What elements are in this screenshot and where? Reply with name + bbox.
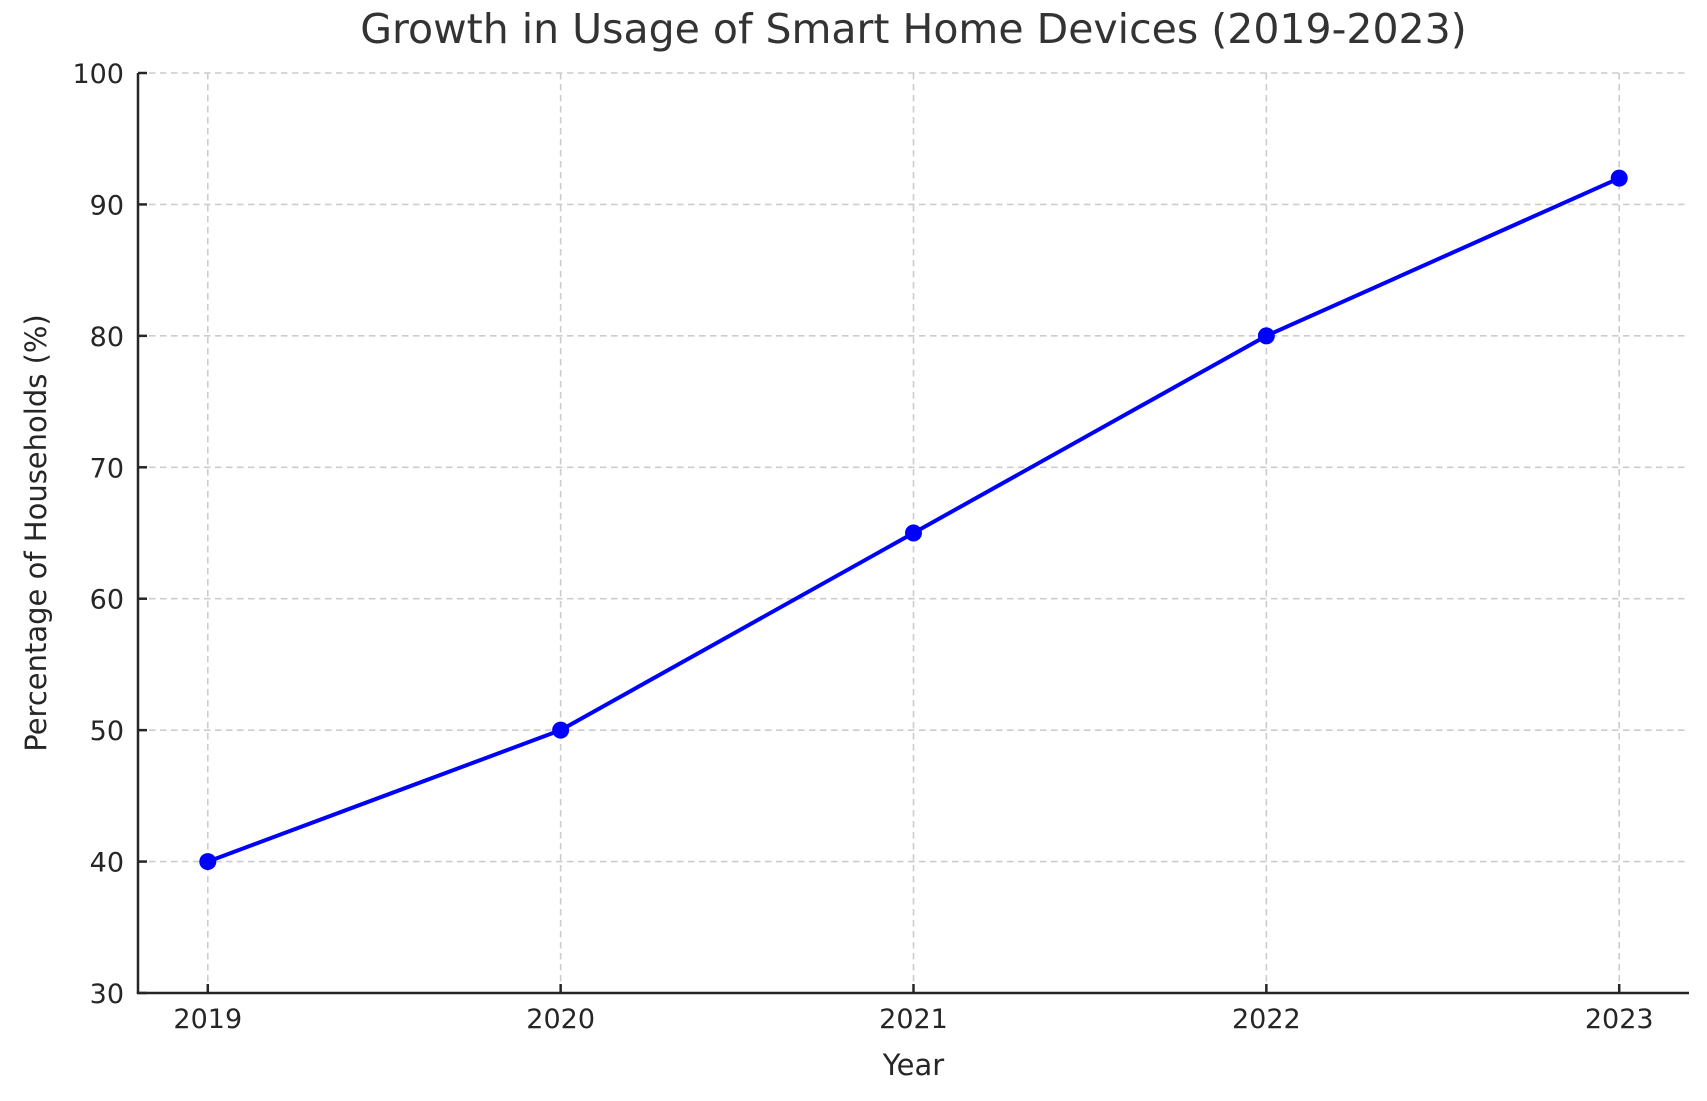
chart-title: Growth in Usage of Smart Home Devices (2… — [360, 5, 1467, 53]
x-tick-label: 2019 — [173, 1004, 242, 1035]
data-point — [1257, 327, 1275, 345]
y-tick-label: 40 — [90, 848, 124, 879]
y-tick-label: 100 — [72, 59, 124, 90]
data-point — [905, 524, 922, 542]
x-tick-label: 2020 — [526, 1004, 595, 1035]
y-tick-label: 70 — [90, 453, 124, 484]
y-tick-label: 60 — [90, 585, 124, 616]
x-axis-label: Year — [882, 1048, 945, 1082]
x-tick-label: 2021 — [879, 1004, 948, 1035]
y-tick-label: 80 — [90, 322, 124, 353]
data-point — [1610, 169, 1628, 187]
data-point — [199, 853, 217, 871]
y-tick-label: 90 — [90, 190, 124, 221]
x-tick-label: 2022 — [1232, 1004, 1301, 1035]
y-tick-label: 30 — [90, 979, 124, 1010]
x-tick-label: 2023 — [1585, 1004, 1654, 1035]
y-tick-label: 50 — [90, 716, 124, 747]
data-point — [552, 721, 570, 739]
